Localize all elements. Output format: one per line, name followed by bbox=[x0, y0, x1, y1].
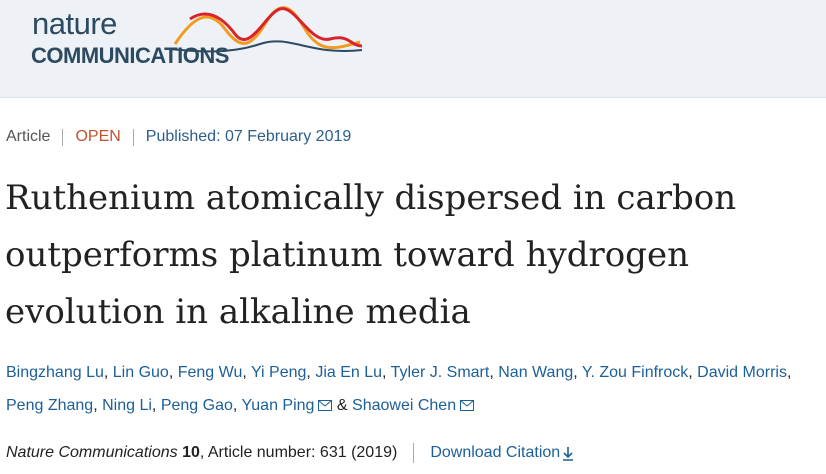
citation: Nature Communications 10, Article number… bbox=[6, 443, 574, 463]
author-separator: , bbox=[103, 364, 109, 381]
title-line: Ruthenium atomically dispersed in carbon bbox=[5, 178, 737, 218]
title-line: outperforms platinum toward hydrogen bbox=[5, 235, 689, 275]
separator bbox=[132, 128, 134, 146]
author-name[interactable]: Peng Zhang bbox=[6, 397, 94, 414]
author-name[interactable]: Tyler J. Smart bbox=[390, 364, 490, 381]
volume: 10 bbox=[182, 444, 200, 461]
author-name[interactable]: Peng Gao bbox=[160, 397, 233, 414]
author-separator: , bbox=[489, 364, 494, 381]
author-separator: , bbox=[306, 364, 311, 381]
author-separator: , bbox=[232, 397, 238, 414]
author-separator: , bbox=[382, 364, 387, 381]
author-name[interactable]: Yuan Ping bbox=[241, 397, 315, 414]
email-icon[interactable] bbox=[318, 400, 333, 411]
logo-wave bbox=[170, 6, 363, 53]
author-name[interactable]: Bingzhang Lu bbox=[6, 364, 104, 381]
download-citation[interactable]: Download Citation bbox=[430, 444, 561, 461]
author-separator: , bbox=[242, 364, 247, 381]
author-name[interactable]: Ning Li bbox=[102, 397, 152, 414]
separator bbox=[62, 128, 64, 146]
site-header: nature COMMUNICATIONS bbox=[0, 0, 826, 98]
logo-communications[interactable]: COMMUNICATIONS bbox=[31, 43, 229, 68]
title-line: evolution in alkaline media bbox=[5, 292, 471, 332]
author-name[interactable]: Yi Peng bbox=[250, 364, 307, 381]
download-icon[interactable] bbox=[562, 445, 574, 461]
author-name[interactable]: Lin Guo bbox=[112, 364, 169, 381]
email-icon[interactable] bbox=[460, 400, 475, 411]
article-type: Article bbox=[6, 128, 51, 145]
journal: Nature Communications bbox=[6, 444, 178, 461]
published-date: Published: 07 February 2019 bbox=[145, 128, 352, 145]
author-name[interactable]: Shaowei Chen bbox=[352, 397, 457, 414]
author-separator: , bbox=[168, 364, 174, 381]
author-name[interactable]: Feng Wu bbox=[177, 364, 243, 381]
separator bbox=[413, 443, 415, 463]
author-separator: , bbox=[573, 364, 578, 381]
author-separator: , bbox=[93, 397, 98, 414]
article-title: Ruthenium atomically dispersed in carbon… bbox=[5, 170, 736, 341]
open-access: OPEN bbox=[75, 128, 121, 145]
logo-nature[interactable]: nature bbox=[32, 6, 117, 41]
author-name[interactable]: Jia En Lu bbox=[315, 364, 383, 381]
author-name[interactable]: Nan Wang bbox=[498, 364, 574, 381]
article-meta: Article OPEN Published: 07 February 2019 bbox=[6, 128, 351, 146]
author-separator: , bbox=[688, 364, 693, 381]
author-list: Bingzhang Lu, Lin Guo, Feng Wu, Yi Peng,… bbox=[6, 356, 822, 422]
author-name[interactable]: Y. Zou Finfrock bbox=[581, 364, 689, 381]
author-separator: , bbox=[151, 397, 157, 414]
author-name[interactable]: David Morris bbox=[697, 364, 787, 381]
author-separator: , bbox=[786, 364, 792, 381]
author-separator: & bbox=[336, 397, 348, 414]
article-number: , Article number: 631 (2019) bbox=[199, 444, 398, 461]
